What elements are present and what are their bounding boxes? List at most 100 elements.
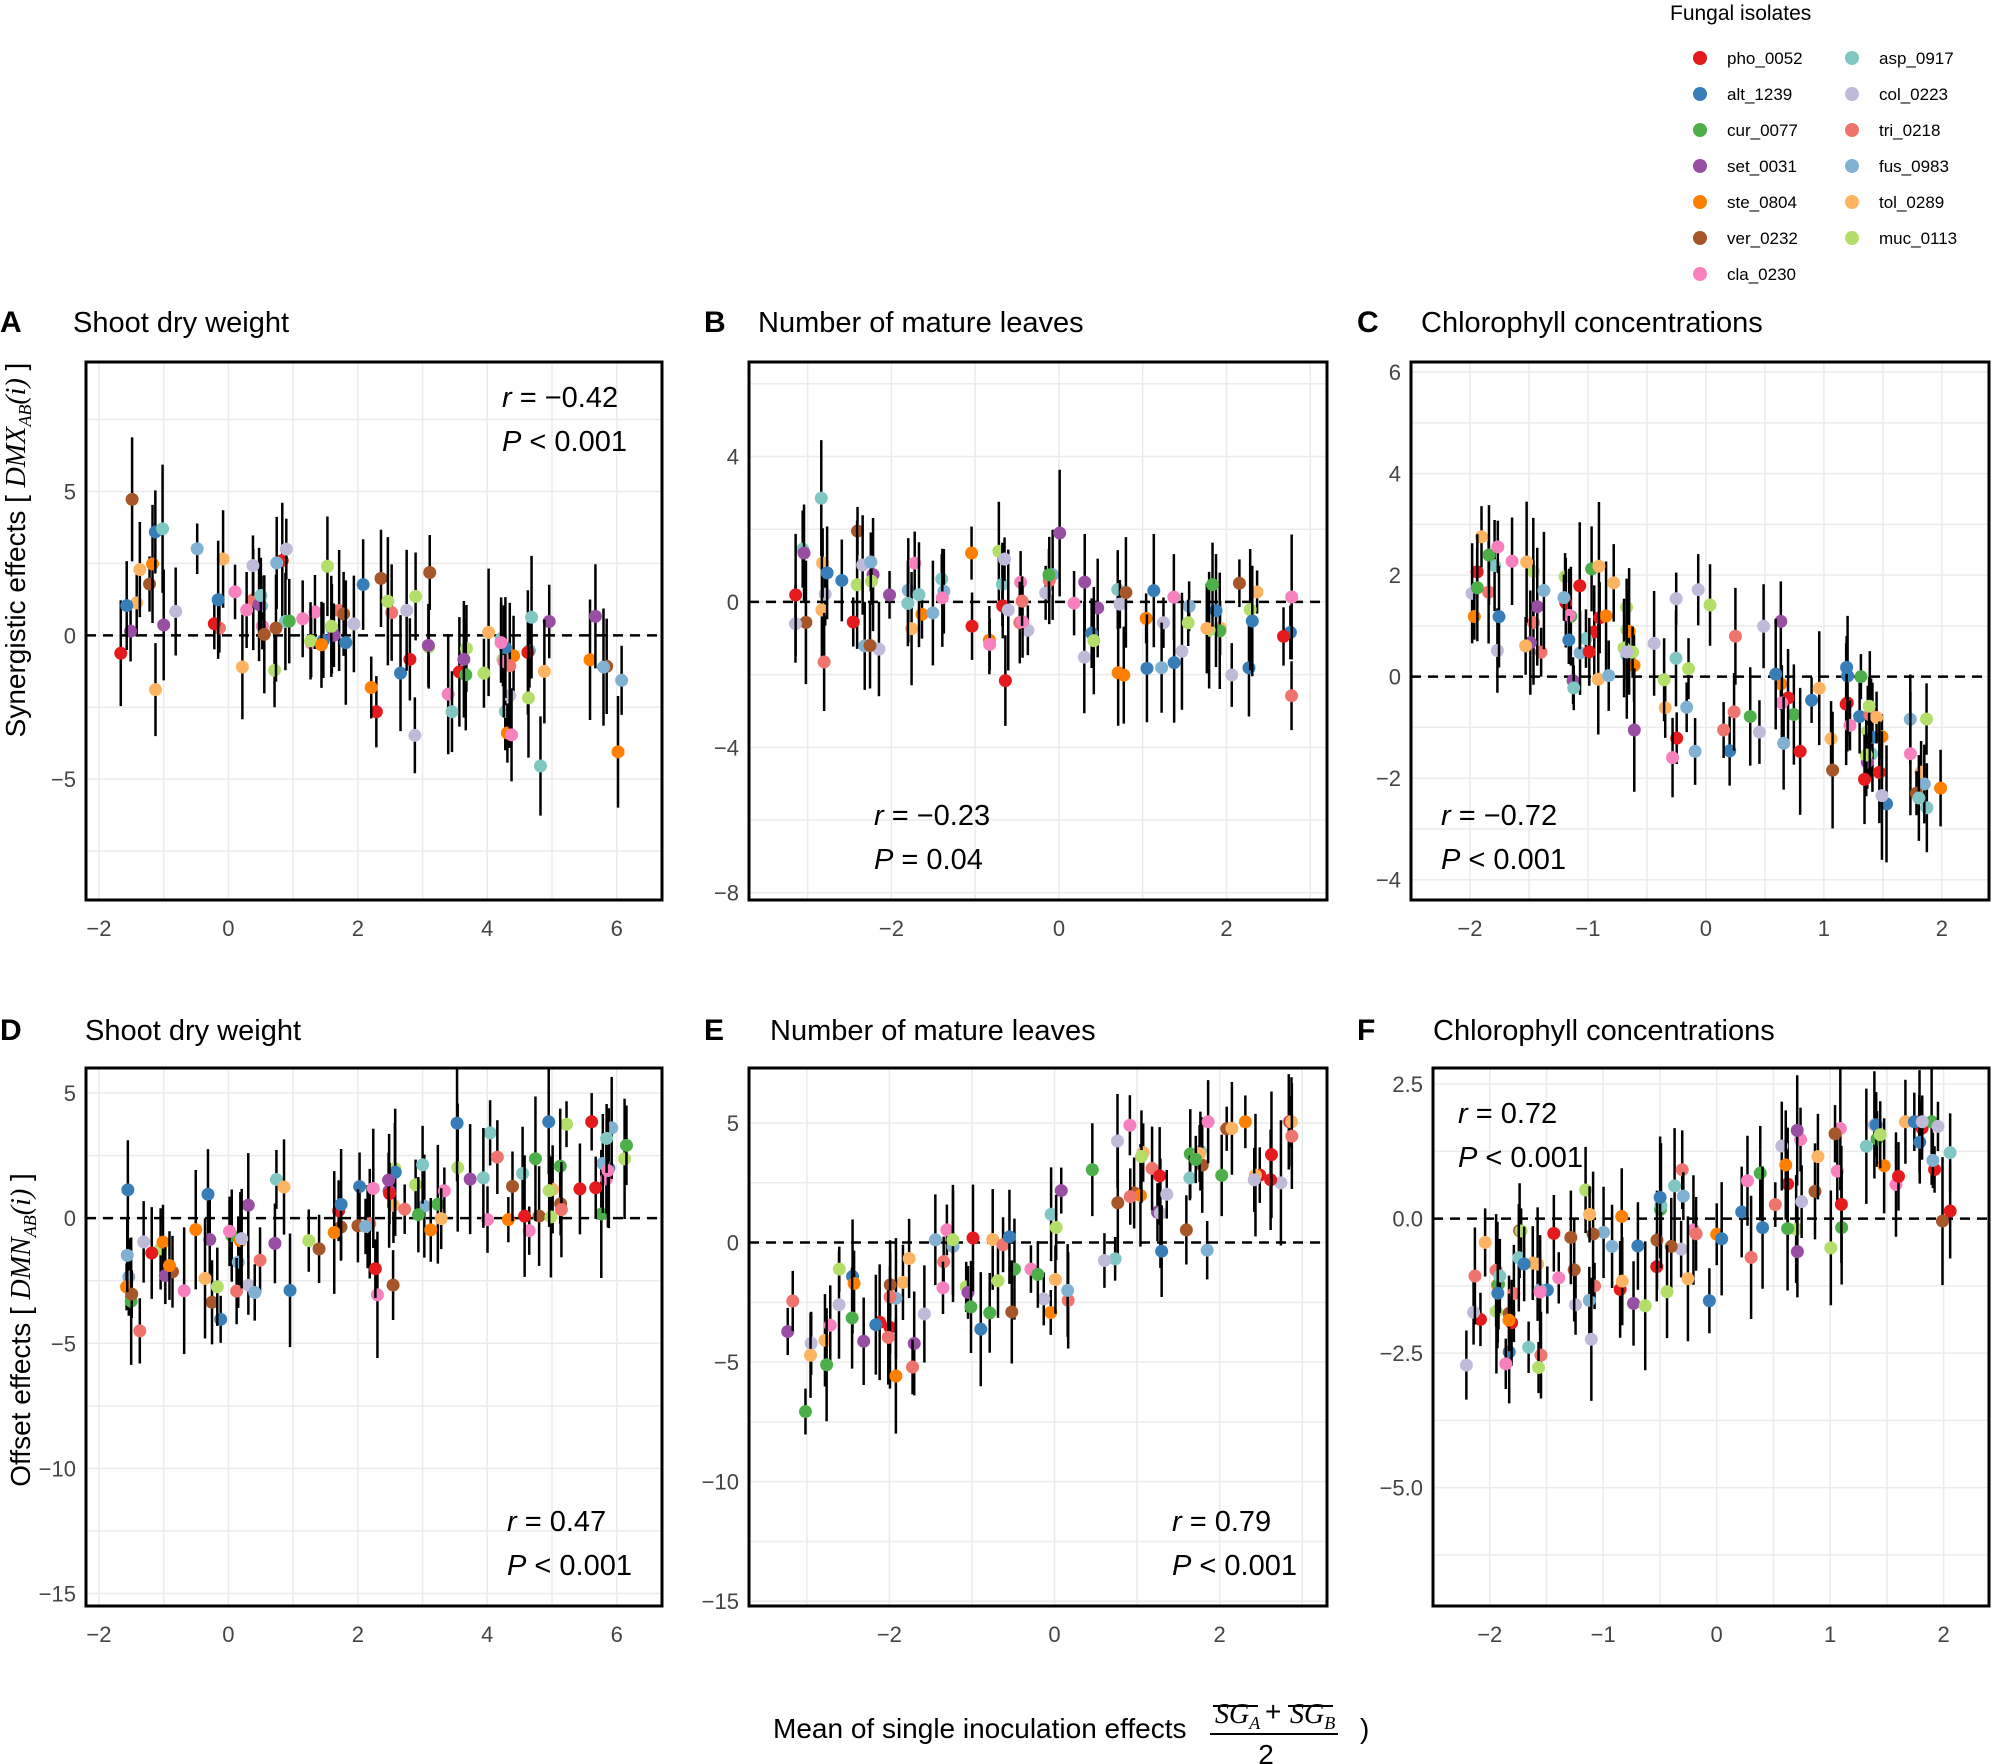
legend-swatch [1693,51,1707,65]
data-point [121,1183,135,1197]
legend-item: col_0223 [1845,85,1948,104]
data-point [1037,1292,1051,1306]
data-point [820,566,834,580]
data-point [1117,668,1131,682]
data-point [409,1178,423,1192]
data-point [1238,1115,1252,1129]
data-point [583,653,597,667]
data-point [864,555,878,569]
data-point [917,1307,931,1321]
data-point [334,1197,348,1211]
data-point [594,1207,608,1221]
gridlines [86,362,662,900]
data-point [1467,610,1481,624]
data-point [205,1295,219,1309]
data-point [835,573,849,587]
data-point [1522,1340,1536,1354]
data-point [1225,1121,1239,1135]
data-point [845,1311,859,1325]
bottom-row-ylabel: Offset effects [ DMNAB(i) ] [5,1173,40,1487]
data-point [1044,1305,1058,1319]
data-point [1061,1283,1075,1297]
top-row-ylabel: Synergistic effects [ DMXAB(i) ] [0,363,35,738]
data-point [1181,616,1195,630]
data-point [279,542,293,556]
data-point [230,1284,244,1298]
legend-swatch [1693,87,1707,101]
data-point [965,619,979,633]
data-point [1200,1243,1214,1257]
data-point [589,1181,603,1195]
legend-items: pho_0052 alt_1239 cur_0077 set_0031 ste_0804… [1693,49,1957,284]
data-point [542,615,556,629]
xlabel-close: ) [1360,1713,1369,1744]
data-point [1926,1153,1940,1167]
data-point [926,606,940,620]
panel-title: Chlorophyll concentrations [1433,1015,1775,1047]
data-point [1717,723,1731,737]
data-point [394,666,408,680]
p-value: P = 0.04 [874,844,983,876]
data-point [1843,718,1857,732]
data-point [228,585,242,599]
legend-label: tri_0218 [1879,121,1940,140]
data-point [1740,1174,1754,1188]
data-point [1514,1224,1528,1238]
data-point [1493,1269,1507,1283]
data-point [1002,1230,1016,1244]
y-tick-label: −15 [39,1581,76,1606]
data-point [1482,548,1496,562]
data-point [370,1288,384,1302]
data-point [554,1203,568,1217]
data-point [505,728,519,742]
data-point [1582,645,1596,659]
legend-swatch [1845,231,1859,245]
x-tick-label: −2 [86,916,111,941]
data-point [937,1255,951,1269]
data-point [1156,616,1170,630]
data-point [270,556,284,570]
data-point [1680,700,1694,714]
x-tick-label: 4 [481,916,493,941]
data-point [1167,656,1181,670]
data-point [533,759,547,773]
data-point [797,546,811,560]
y-tick-label: 2 [1389,563,1401,588]
legend-item: cur_0077 [1693,121,1798,140]
data-point [974,1322,988,1336]
data-point [585,1115,599,1129]
data-point [1470,581,1484,595]
data-point [1795,1195,1809,1209]
data-point [1912,791,1926,805]
x-tick-label: −1 [1575,916,1600,941]
data-point [356,578,370,592]
data-point [1653,1190,1667,1204]
data-point [398,1202,412,1216]
data-point [1862,699,1876,713]
gridlines [86,1068,662,1606]
data-point [544,1210,558,1224]
data-point [257,627,271,641]
data-point [198,1271,212,1285]
data-point [1774,614,1788,628]
data-point [964,1300,978,1314]
data-point [1681,1272,1695,1286]
data-point [400,603,414,617]
panel-letter: C [1357,306,1379,339]
panel-E: E Number of mature leaves −2 0 2 −15 −10 −5 0 5 r … [702,1014,1329,1647]
panel-title: Shoot dry weight [85,1015,301,1047]
y-tick-label: −5 [714,1350,739,1375]
x-tick-label: 4 [481,1622,493,1647]
data-point [1547,1226,1561,1240]
data-point [1097,1254,1111,1268]
panel-frame [84,1066,664,1608]
x-tick-label: 2 [1937,1622,1949,1647]
data-point [1274,1176,1288,1190]
data-point [339,636,353,650]
correlation-r: r = 0.72 [1458,1098,1557,1130]
data-point [1917,777,1931,791]
y-tick-label: 0 [727,590,739,615]
x-tick-label: −2 [1477,1622,1502,1647]
data-point [1607,576,1621,590]
data-point [1812,681,1826,695]
